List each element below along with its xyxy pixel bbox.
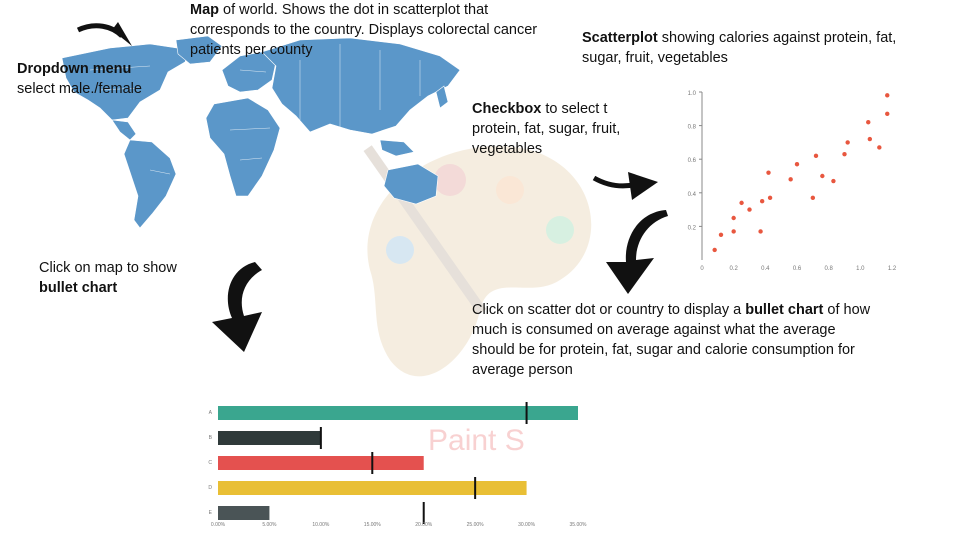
- x-tick-label: 1.0: [856, 266, 865, 272]
- y-tick-label: 0.4: [688, 192, 697, 198]
- arrow-to-scatterplot-head-icon: [628, 172, 658, 200]
- x-tick-label: 20.00%: [415, 522, 433, 528]
- bullet-target-marker: [422, 502, 425, 524]
- map-note-title: Map: [190, 2, 219, 18]
- x-tick-label: 0.4: [761, 266, 770, 272]
- click-scatter-note-text1: Click on scatter dot or country to displ…: [472, 302, 746, 318]
- x-tick-label: 0: [700, 266, 704, 272]
- bullet-bar[interactable]: [218, 481, 527, 495]
- scatter-dot[interactable]: [747, 207, 752, 212]
- arrow-to-bullet-chart-icon: [212, 262, 262, 352]
- x-tick-label: 0.2: [729, 266, 738, 272]
- scatter-dot[interactable]: [794, 162, 800, 167]
- map-note: Map of world. Shows the dot in scatterpl…: [190, 0, 550, 60]
- x-tick-label: 0.8: [824, 266, 833, 272]
- x-tick-label: 0.00%: [211, 522, 226, 528]
- map-note-text: of world. Shows the dot in scatterplot t…: [190, 2, 538, 58]
- bullet-bar[interactable]: [218, 506, 270, 520]
- bullet-category-label: E: [209, 510, 213, 516]
- scatter-dot[interactable]: [788, 177, 793, 182]
- click-map-note-text: Click on map to show: [39, 260, 177, 276]
- scatter-dot[interactable]: [845, 140, 850, 145]
- click-map-note: Click on map to show bullet chart: [39, 258, 219, 298]
- checkbox-note-text: to select t protein, fat, sugar, fruit, …: [472, 101, 621, 157]
- continents[interactable]: [61, 35, 461, 229]
- click-scatter-note-bold: bullet chart: [745, 302, 824, 318]
- scatter-dot[interactable]: [885, 111, 890, 117]
- bullet-category-label: A: [209, 410, 213, 416]
- bullet-chart[interactable]: A B C D E 0.00% 5.00% 10.00% 15.00% 20.00% 25.00% 3…: [200, 400, 600, 534]
- scatterplot-note-text: showing calories against protein, fat, s…: [582, 30, 897, 66]
- arrow-to-map-head-icon: [112, 22, 132, 46]
- scatter-dot[interactable]: [758, 229, 763, 234]
- scatter-dot[interactable]: [731, 215, 736, 221]
- bullet-category-label: B: [209, 435, 213, 441]
- x-tick-label: 25.00%: [467, 522, 485, 528]
- bullet-category-label: D: [208, 485, 212, 491]
- y-tick-label: 0.6: [688, 158, 697, 164]
- checkbox-note-title: Checkbox: [472, 101, 542, 117]
- arrow-to-scatter-caption-icon: [606, 210, 668, 294]
- x-tick-label: 10.00%: [312, 522, 330, 528]
- x-tick-label: 30.00%: [518, 522, 536, 528]
- bullet-category-label: C: [208, 460, 212, 466]
- x-tick-label: 5.00%: [262, 522, 277, 528]
- paint-watermark-text: Paint S: [428, 424, 525, 457]
- bullet-bar[interactable]: [218, 456, 424, 470]
- scatter-dot[interactable]: [766, 170, 771, 175]
- click-scatter-note-text2: of how much is consumed on average again…: [472, 302, 871, 378]
- bullet-target-marker: [474, 477, 477, 499]
- y-tick-label: 1.0: [688, 91, 697, 97]
- bullet-target-marker: [525, 402, 528, 424]
- scatter-dot[interactable]: [718, 232, 724, 237]
- dropdown-note-text: select male./female: [17, 81, 142, 97]
- scatter-dot[interactable]: [739, 200, 744, 206]
- bullet-bar[interactable]: [218, 406, 578, 420]
- scatter-dot[interactable]: [810, 195, 816, 201]
- scatter-dot[interactable]: [885, 93, 890, 98]
- x-tick-label: 15.00%: [364, 522, 382, 528]
- scatter-dot[interactable]: [712, 247, 717, 253]
- scatter-dot[interactable]: [842, 151, 847, 157]
- scatter-dot[interactable]: [767, 195, 773, 201]
- scatter-dot[interactable]: [867, 136, 873, 142]
- dropdown-note-title: Dropdown menu: [17, 61, 132, 77]
- scatter-dot[interactable]: [731, 229, 736, 234]
- bullet-target-marker: [371, 452, 374, 474]
- bullet-bar[interactable]: [218, 431, 321, 445]
- scatterplot-note: Scatterplot showing calories against pro…: [582, 28, 922, 68]
- x-tick-label: 35.00%: [570, 522, 588, 528]
- click-map-note-bold: bullet chart: [39, 280, 118, 296]
- scatterplot-note-title: Scatterplot: [582, 30, 658, 46]
- checkbox-note: Checkbox to select t protein, fat, sugar…: [472, 99, 632, 159]
- scatter-dot[interactable]: [831, 178, 836, 184]
- scatter-dot[interactable]: [820, 173, 825, 179]
- scatter-dot[interactable]: [877, 145, 882, 150]
- dropdown-note: Dropdown menu select male./female: [17, 59, 187, 99]
- y-tick-label: 0.2: [688, 225, 697, 231]
- click-scatter-note: Click on scatter dot or country to displ…: [472, 300, 872, 380]
- scatter-dot[interactable]: [813, 153, 819, 159]
- scatter-dot[interactable]: [866, 120, 871, 125]
- bullet-target-marker: [319, 427, 322, 449]
- scatterplot-chart[interactable]: 0.2 0.4 0.6 0.8 1.0 0 0.2 0.4 0.6 0.8 1.0 1.2: [680, 86, 900, 272]
- y-tick-label: 0.8: [688, 125, 697, 131]
- x-tick-label: 1.2: [888, 266, 897, 272]
- x-tick-label: 0.6: [793, 266, 802, 272]
- scatter-dot[interactable]: [759, 199, 765, 204]
